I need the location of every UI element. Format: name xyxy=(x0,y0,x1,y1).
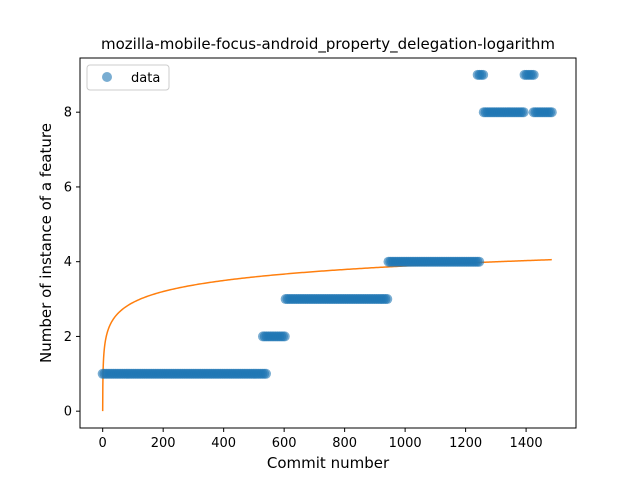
data-point xyxy=(261,368,271,379)
data-point xyxy=(478,69,489,80)
y-axis-label: Number of instance of a feature xyxy=(37,123,55,363)
x-tick-label: 400 xyxy=(211,436,236,451)
x-axis-label: Commit number xyxy=(267,454,390,472)
data-point xyxy=(518,107,529,118)
data-point xyxy=(279,331,290,342)
plot-area xyxy=(97,69,557,412)
y-tick-label: 6 xyxy=(64,180,72,195)
x-tick-label: 200 xyxy=(151,436,176,451)
x-tick-label: 600 xyxy=(272,436,297,451)
x-tick-label: 0 xyxy=(99,436,107,451)
x-axis-ticks: 0 200 400 600 800 1000 1200 1400 xyxy=(99,428,543,451)
x-tick-label: 1200 xyxy=(449,436,482,451)
x-tick-label: 1400 xyxy=(510,436,543,451)
legend-label-data: data xyxy=(131,71,160,86)
x-tick-label: 800 xyxy=(332,436,357,451)
y-axis-ticks: 0 2 4 6 8 xyxy=(64,106,80,420)
legend-marker-data xyxy=(102,72,112,82)
data-point xyxy=(382,294,393,305)
legend-box xyxy=(86,64,170,91)
x-tick-label: 1000 xyxy=(389,436,422,451)
axes-frame xyxy=(79,57,577,429)
data-point xyxy=(546,107,557,118)
legend: data xyxy=(86,64,170,91)
y-tick-label: 2 xyxy=(64,330,72,345)
data-point xyxy=(528,69,539,80)
y-tick-label: 0 xyxy=(64,405,72,420)
chart-title: mozilla-mobile-focus-android_property_de… xyxy=(101,35,555,54)
y-tick-label: 4 xyxy=(64,255,72,270)
points-layer xyxy=(97,69,557,379)
data-point xyxy=(474,256,485,267)
y-tick-label: 8 xyxy=(64,106,72,121)
